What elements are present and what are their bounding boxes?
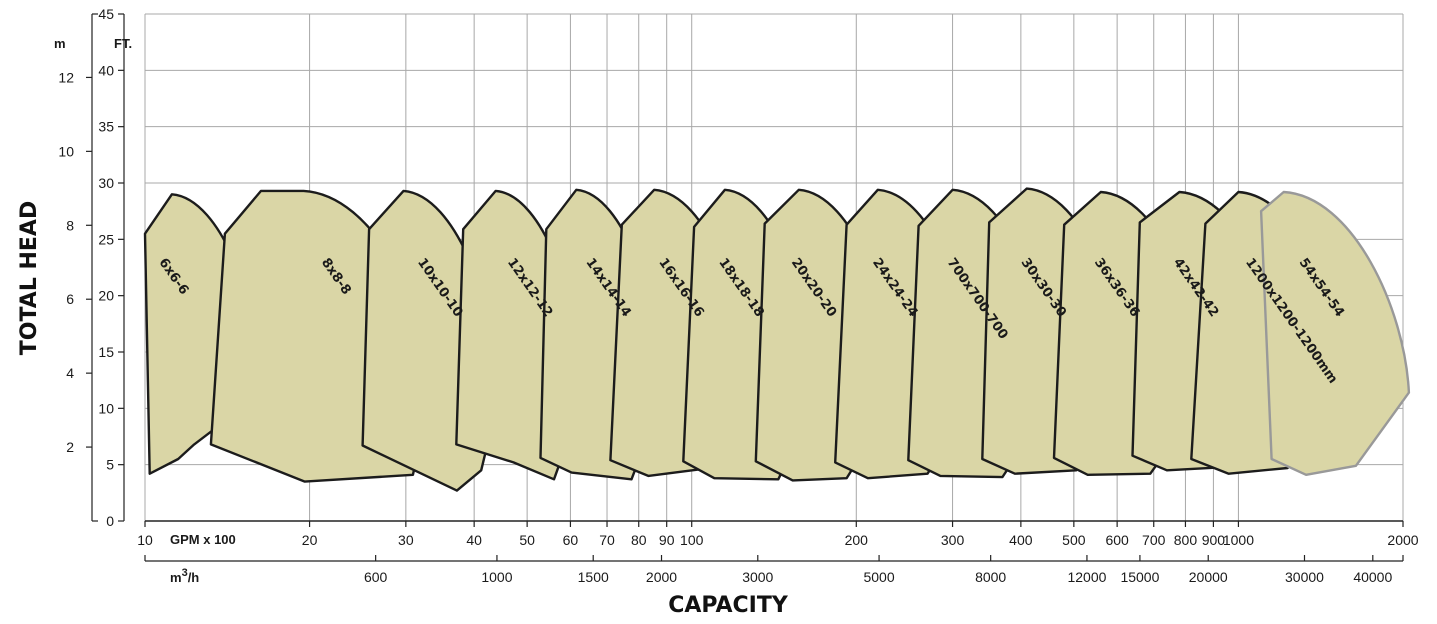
gpm-tick-label-2000: 2000 — [1387, 532, 1418, 548]
m3h-tick-label-2000: 2000 — [646, 569, 677, 585]
m-tick-label-10: 10 — [58, 143, 74, 159]
ft-tick-label-25: 25 — [98, 231, 114, 247]
gpm-tick-label-1000: 1000 — [1223, 532, 1254, 548]
gpm-tick-label-100: 100 — [680, 532, 704, 548]
gpm-tick-label-700: 700 — [1142, 532, 1166, 548]
ft-tick-label-15: 15 — [98, 344, 114, 360]
ft-tick-label-45: 45 — [98, 6, 114, 22]
gpm-tick-label-40: 40 — [466, 532, 482, 548]
m-tick-label-4: 4 — [66, 365, 74, 381]
gpm-tick-label-20: 20 — [302, 532, 318, 548]
gpm-tick-label-200: 200 — [845, 532, 869, 548]
gpm-tick-label-800: 800 — [1174, 532, 1198, 548]
gpm-tick-label-300: 300 — [941, 532, 965, 548]
gpm-tick-label-90: 90 — [659, 532, 675, 548]
gpm-axis-unit: GPM x 100 — [170, 532, 236, 547]
gpm-tick-label-500: 500 — [1062, 532, 1086, 548]
x-axis-title: CAPACITY — [668, 593, 789, 618]
gpm-tick-label-60: 60 — [563, 532, 579, 548]
m3h-tick-label-40000: 40000 — [1353, 569, 1392, 585]
m3h-tick-label-1000: 1000 — [481, 569, 512, 585]
gpm-tick-label-600: 600 — [1105, 532, 1129, 548]
m3h-tick-label-1500: 1500 — [578, 569, 609, 585]
ft-tick-label-30: 30 — [98, 175, 114, 191]
m-tick-label-8: 8 — [66, 217, 74, 233]
gpm-tick-label-50: 50 — [519, 532, 535, 548]
m3h-tick-label-3000: 3000 — [742, 569, 773, 585]
y-axis-title: TOTAL HEAD — [17, 201, 42, 355]
axes: 0 5 10 15 20 25 30 35 40 45 2 4 6 8 10 12 10 20 30 40 50 60 70… — [58, 6, 1418, 585]
m-axis-unit: m — [54, 36, 66, 51]
m-tick-label-2: 2 — [66, 439, 74, 455]
ft-tick-label-10: 10 — [98, 400, 114, 416]
m3h-axis-unit: m3/h — [170, 567, 199, 585]
m-tick-label-6: 6 — [66, 291, 74, 307]
pump-areas — [143, 187, 1411, 492]
m3h-tick-label-30000: 30000 — [1285, 569, 1324, 585]
ft-tick-label-35: 35 — [98, 119, 114, 135]
gpm-tick-label-400: 400 — [1009, 532, 1033, 548]
gpm-tick-label-30: 30 — [398, 532, 414, 548]
m-tick-label-12: 12 — [58, 69, 74, 85]
gpm-tick-label-10: 10 — [137, 532, 153, 548]
m3h-tick-label-12000: 12000 — [1067, 569, 1106, 585]
m3h-tick-label-5000: 5000 — [863, 569, 894, 585]
pump-area-54x54-54 — [1259, 190, 1411, 476]
ft-tick-label-0: 0 — [106, 513, 114, 529]
m3h-tick-label-600: 600 — [364, 569, 388, 585]
m3h-tick-label-8000: 8000 — [975, 569, 1006, 585]
gpm-tick-label-80: 80 — [631, 532, 647, 548]
ft-axis-unit: FT. — [114, 36, 132, 51]
m3h-tick-label-20000: 20000 — [1189, 569, 1228, 585]
gpm-tick-label-70: 70 — [599, 532, 615, 548]
ft-tick-label-5: 5 — [106, 457, 114, 473]
ft-tick-label-40: 40 — [98, 62, 114, 78]
m3h-tick-label-15000: 15000 — [1120, 569, 1159, 585]
gpm-tick-label-900: 900 — [1202, 532, 1226, 548]
ft-tick-label-20: 20 — [98, 288, 114, 304]
